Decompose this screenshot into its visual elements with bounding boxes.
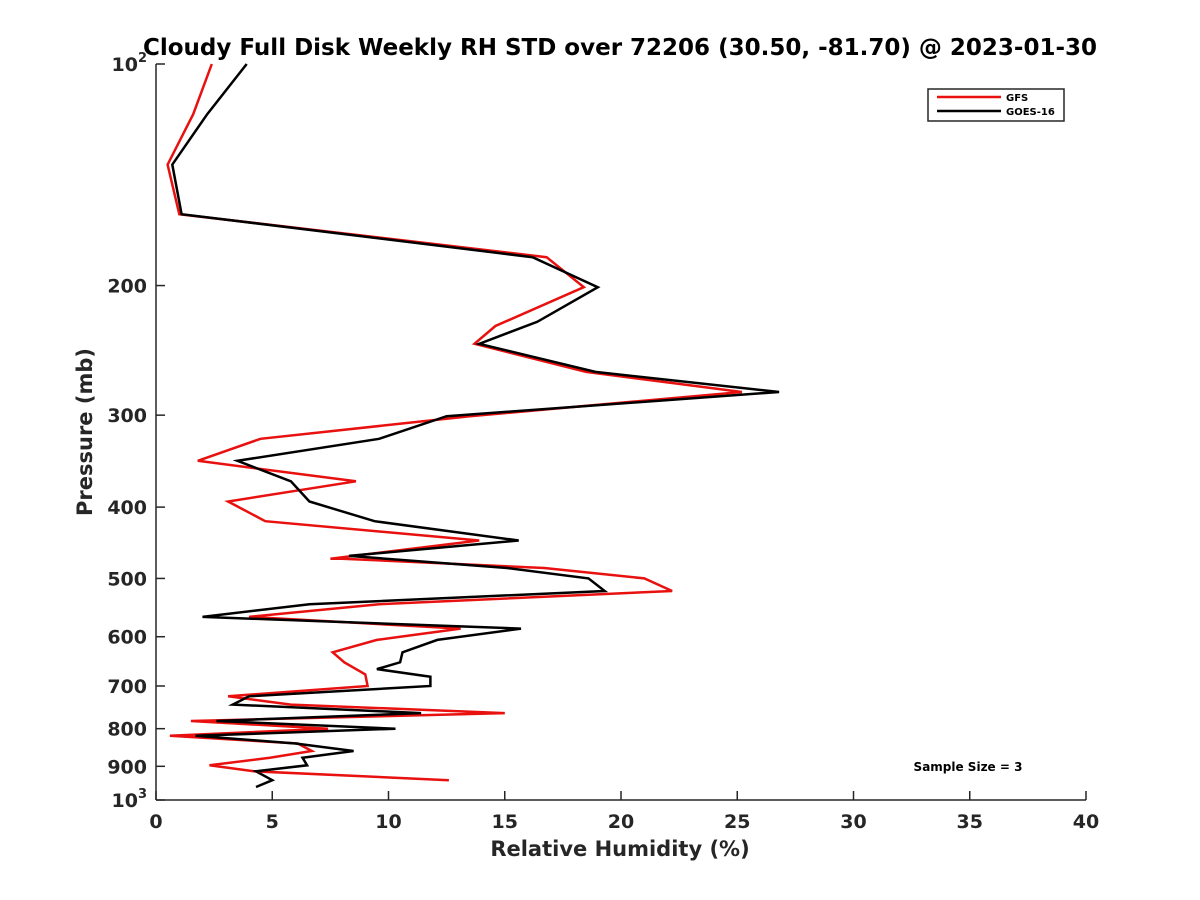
x-tick-label: 10	[375, 811, 401, 833]
y-tick-label-base: 500	[107, 568, 147, 590]
y-tick-label-base: 600	[107, 627, 147, 649]
y-tick-label: 900	[107, 756, 147, 778]
x-tick-label: 20	[608, 811, 634, 833]
y-tick-label-base: 800	[107, 719, 147, 741]
x-tick-label: 40	[1073, 811, 1099, 833]
y-axis-title: Pressure (mb)	[73, 348, 97, 516]
y-tick-label-base: 200	[107, 276, 147, 298]
y-tick-label-base: 10	[112, 54, 138, 76]
x-tick-label: 0	[149, 811, 162, 833]
x-tick-label: 25	[724, 811, 750, 833]
y-tick-label: 500	[107, 568, 147, 590]
y-tick-label: 103	[112, 787, 148, 812]
y-tick-label: 800	[107, 719, 147, 741]
y-tick-label-base: 900	[107, 756, 147, 778]
y-tick-label: 200	[107, 276, 147, 298]
x-tick-label: 15	[492, 811, 518, 833]
x-ticks: 0 5 10 15 20 25 30 35 40	[149, 791, 1099, 833]
y-tick-label-base: 10	[112, 790, 138, 812]
y-tick-label: 700	[107, 676, 147, 698]
legend-box	[927, 88, 1065, 122]
series-line-goes16	[170, 63, 780, 789]
x-tick-label: 5	[266, 811, 279, 833]
chart-title: Cloudy Full Disk Weekly RH STD over 7220…	[143, 35, 1097, 61]
y-tick-label-base: 700	[107, 676, 147, 698]
series-group	[166, 63, 780, 789]
series-line-gfs	[166, 63, 743, 782]
y-tick-label: 600	[107, 627, 147, 649]
legend: GFS GOES-16	[927, 88, 1065, 122]
legend-label-goes16: GOES-16	[1006, 107, 1055, 118]
y-tick-label: 300	[107, 405, 147, 427]
x-tick-label: 35	[957, 811, 983, 833]
legend-label-gfs: GFS	[1006, 93, 1028, 104]
y-tick-label-exponent: 3	[138, 787, 147, 802]
sample-size-annotation: Sample Size = 3	[914, 760, 1023, 774]
y-tick-label-base: 300	[107, 405, 147, 427]
y-tick-label: 400	[107, 497, 147, 519]
x-tick-label: 30	[840, 811, 866, 833]
x-axis-title: Relative Humidity (%)	[490, 837, 749, 861]
y-tick-label: 102	[112, 51, 148, 76]
y-tick-label-exponent: 2	[138, 51, 147, 66]
y-tick-label-base: 400	[107, 497, 147, 519]
